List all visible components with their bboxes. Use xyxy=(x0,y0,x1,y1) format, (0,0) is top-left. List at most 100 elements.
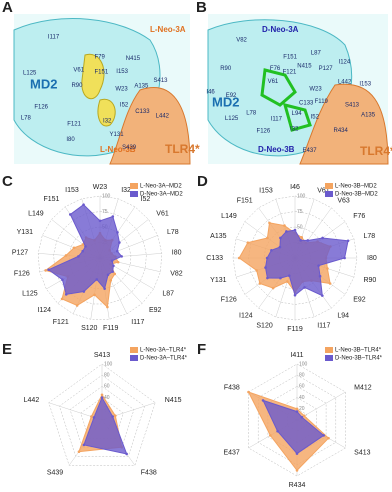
category-label: F126 xyxy=(221,297,237,304)
series-point xyxy=(346,239,350,243)
category-label: V61 xyxy=(317,187,330,194)
category-label: I117 xyxy=(317,322,330,329)
category-label: L149 xyxy=(28,211,44,218)
series-point xyxy=(276,429,279,433)
residue-label: C133 xyxy=(135,109,150,115)
category-label: S413 xyxy=(354,449,370,456)
category-label: M412 xyxy=(354,384,372,391)
residue-label: I117 xyxy=(48,34,60,40)
series-point xyxy=(255,269,258,272)
series-point xyxy=(266,236,269,240)
residue-label: V61 xyxy=(73,67,84,73)
category-label: F438 xyxy=(224,384,240,391)
series-point xyxy=(271,286,275,290)
residue-label: F151 xyxy=(95,70,109,76)
residue-label: V82 xyxy=(236,38,247,44)
series-point xyxy=(118,241,121,244)
series-point xyxy=(114,414,117,417)
series-point xyxy=(82,443,86,447)
series-point xyxy=(293,293,297,297)
series-point xyxy=(278,245,282,249)
legend-label: D-Neo-3B–TLR4* xyxy=(335,356,383,362)
series-point xyxy=(269,434,272,437)
category-label: I411 xyxy=(290,352,303,359)
category-label: L78 xyxy=(167,229,179,236)
series-point xyxy=(120,255,123,258)
category-label: I117 xyxy=(131,319,144,326)
legend-label: L-Neo-3B–MD2 xyxy=(335,184,377,190)
panel-label: F xyxy=(197,341,206,358)
legend-swatch xyxy=(130,183,138,189)
category-label: E437 xyxy=(223,449,239,456)
series-point xyxy=(111,215,115,218)
residue-label: V61 xyxy=(268,79,279,85)
residue-label: P127 xyxy=(319,66,334,72)
series-point xyxy=(300,236,304,239)
ligand xyxy=(260,68,297,107)
legend-label: D-Neo-3A–MD2 xyxy=(140,192,183,198)
residue-label: E92 xyxy=(226,93,237,99)
r-tick-label: 100 xyxy=(299,361,308,367)
series-point xyxy=(111,270,114,273)
category-label: I124 xyxy=(239,312,253,319)
r-tick-label: 40 xyxy=(299,395,305,401)
category-label: R434 xyxy=(289,482,306,489)
series-point xyxy=(279,236,282,240)
grid-ring xyxy=(48,363,156,466)
category-label: S413 xyxy=(94,352,110,359)
ligand xyxy=(282,102,312,132)
series-point xyxy=(279,276,282,280)
legend-swatch xyxy=(130,347,138,353)
series-point xyxy=(75,304,79,307)
series-point xyxy=(47,268,50,272)
series-point xyxy=(321,294,324,297)
residue-label: I32 xyxy=(103,118,112,124)
series-point xyxy=(268,221,271,225)
series-point xyxy=(84,245,87,248)
series-point xyxy=(110,259,114,263)
series-point xyxy=(64,293,68,296)
category-label: I46 xyxy=(290,184,300,191)
series-point xyxy=(61,278,64,282)
r-tick-label: 80 xyxy=(104,373,110,379)
category-label: I32 xyxy=(121,187,131,194)
structure-label: TLR4* xyxy=(165,142,200,156)
category-label: Y131 xyxy=(210,277,226,284)
tlr4-surface xyxy=(299,83,389,165)
residue-label: R90 xyxy=(220,66,232,72)
category-label: F438 xyxy=(141,469,157,476)
category-label: L149 xyxy=(221,213,237,220)
residue-label: I153 xyxy=(116,69,128,75)
category-label: F151 xyxy=(237,197,253,204)
category-label: N415 xyxy=(165,397,182,404)
series-point xyxy=(106,305,109,309)
series-area xyxy=(83,396,128,455)
series-point xyxy=(77,450,81,454)
category-label: V82 xyxy=(170,271,183,278)
series-point xyxy=(299,239,303,242)
structure-label: MD2 xyxy=(212,94,239,109)
category-label: P127 xyxy=(12,250,28,257)
ligand xyxy=(97,98,116,127)
series-point xyxy=(109,279,113,282)
legend-label: L-Neo-3A–TLR4* xyxy=(140,348,187,354)
residue-label: A135 xyxy=(361,113,376,119)
residue-label: L94 xyxy=(292,111,303,117)
series-point xyxy=(327,436,330,440)
legend-swatch xyxy=(325,347,333,353)
panel-label: C xyxy=(2,173,13,190)
r-tick-label: 20 xyxy=(299,406,305,412)
residue-label: S439 xyxy=(122,145,137,151)
residue-label: N415 xyxy=(297,63,312,69)
r-tick-label: 75 xyxy=(102,209,108,215)
panel-label: E xyxy=(2,341,12,358)
series-point xyxy=(64,254,68,257)
r-tick-label: 100 xyxy=(104,361,113,367)
series-point xyxy=(92,416,96,419)
category-label: F121 xyxy=(53,319,69,326)
residue-label: C133 xyxy=(299,100,314,106)
structure-label: TLR4* xyxy=(360,144,392,158)
residue-label: L125 xyxy=(225,116,239,122)
category-label: L94 xyxy=(337,312,349,319)
